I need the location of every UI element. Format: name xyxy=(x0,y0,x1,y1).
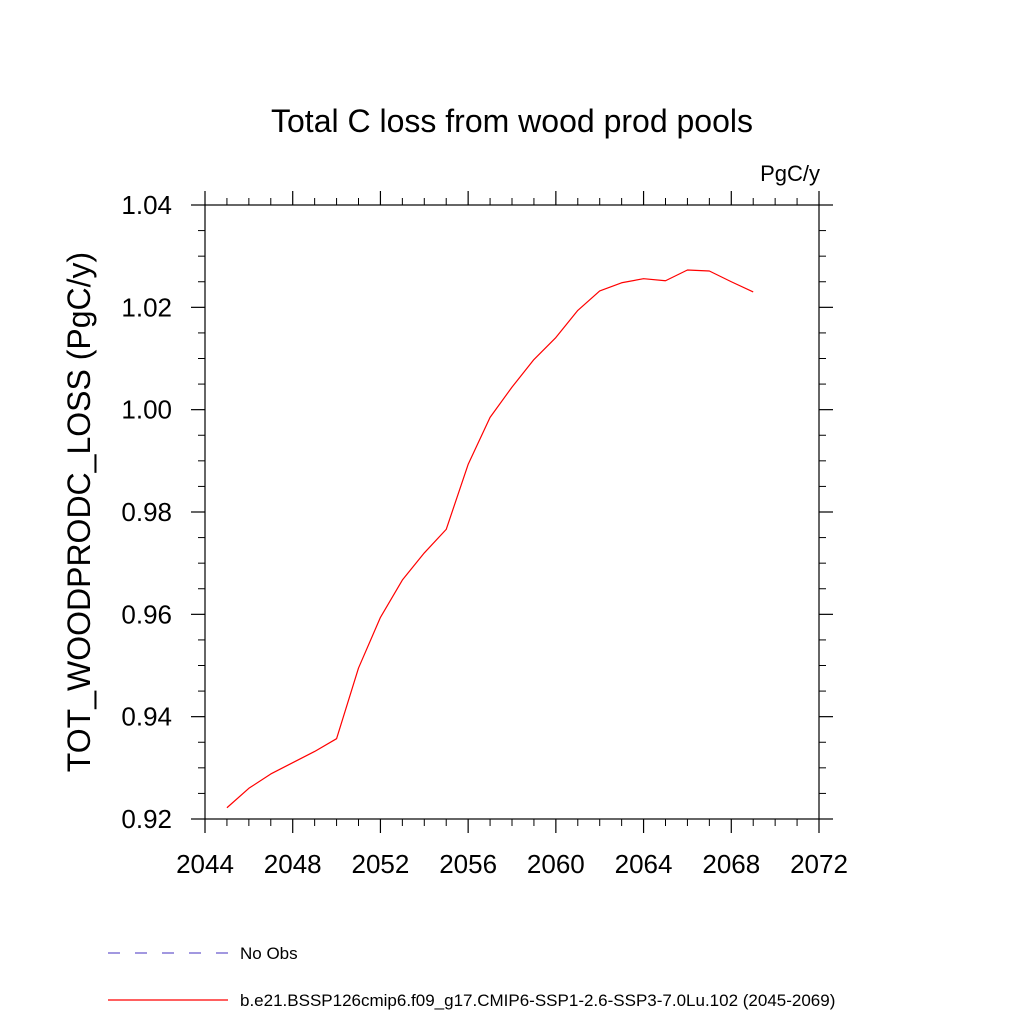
chart-title: Total C loss from wood prod pools xyxy=(271,103,753,139)
series-group xyxy=(226,269,754,809)
x-tick-label: 2056 xyxy=(439,849,497,879)
chart-units-label: PgC/y xyxy=(760,161,820,186)
y-tick-label: 0.98 xyxy=(121,497,172,527)
y-axis-label: TOT_WOODPRODC_LOSS (PgC/y) xyxy=(61,252,97,772)
legend: No Obs b.e21.BSSP126cmip6.f09_g17.CMIP6-S… xyxy=(108,944,835,1010)
x-tick-label: 2068 xyxy=(702,849,760,879)
series-line xyxy=(226,269,754,809)
x-tick-label: 2052 xyxy=(352,849,410,879)
x-tick-label: 2048 xyxy=(264,849,322,879)
y-tick-label: 1.02 xyxy=(121,292,172,322)
plot-frame xyxy=(204,204,820,820)
legend-label: b.e21.BSSP126cmip6.f09_g17.CMIP6-SSP1-2.… xyxy=(240,991,835,1010)
y-tick-label: 0.96 xyxy=(121,599,172,629)
y-tick-label: 0.92 xyxy=(121,804,172,834)
y-tick-label: 1.04 xyxy=(121,190,172,220)
axis-tick-labels: 2044 2048 2052 2056 2060 2064 2068 2072 0.92 0.94… xyxy=(121,190,848,879)
axis-ticks xyxy=(191,191,833,833)
x-tick-label: 2044 xyxy=(176,849,234,879)
x-tick-label: 2072 xyxy=(790,849,848,879)
x-tick-label: 2060 xyxy=(527,849,585,879)
y-tick-label: 0.94 xyxy=(121,702,172,732)
legend-label: No Obs xyxy=(240,944,298,963)
y-tick-label: 1.00 xyxy=(121,395,172,425)
x-tick-label: 2064 xyxy=(615,849,673,879)
